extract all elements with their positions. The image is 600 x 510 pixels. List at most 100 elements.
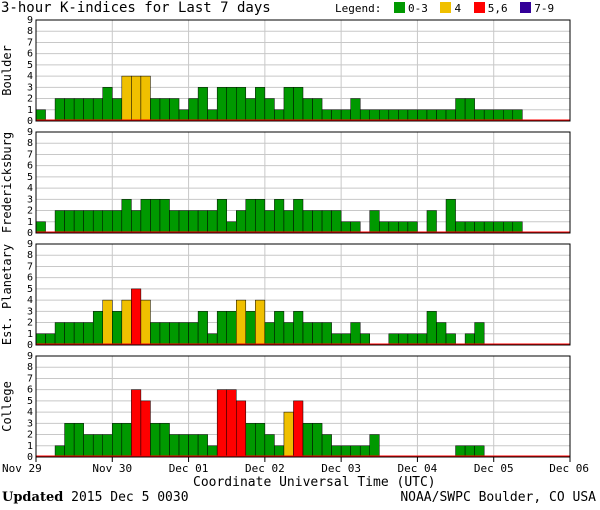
y-tick-label: 5 — [27, 60, 33, 71]
k-index-bar — [436, 322, 447, 346]
y-tick-label: 8 — [27, 362, 33, 373]
k-index-bar — [255, 299, 266, 346]
k-index-bar — [255, 423, 266, 458]
k-index-bar — [102, 87, 113, 122]
k-index-bar — [92, 311, 104, 346]
k-index-bar — [169, 210, 180, 234]
k-index-bar — [464, 333, 475, 346]
k-index-bar — [302, 322, 313, 346]
k-index-bar — [493, 109, 504, 122]
y-tick-label: 3 — [27, 306, 33, 317]
k-index-bar — [464, 445, 475, 458]
k-index-bar — [379, 109, 390, 122]
page-title: 3-hour K-indices for Last 7 days — [1, 0, 271, 16]
updated-timestamp: Updated 2015 Dec 5 0030 — [2, 490, 189, 505]
y-tick-label: 3 — [27, 418, 33, 429]
legend-swatch-7-9 — [520, 2, 532, 13]
k-index-bar — [331, 109, 342, 122]
k-index-bar — [83, 98, 94, 122]
updated-label: Updated — [2, 490, 64, 505]
k-index-bar — [131, 288, 142, 346]
k-index-bar — [226, 389, 237, 458]
k-index-bar — [73, 423, 84, 458]
y-tick-label: 8 — [27, 250, 33, 261]
k-index-bar — [274, 311, 285, 346]
k-index-bar — [159, 322, 170, 346]
y-tick-label: 0 — [27, 116, 33, 127]
k-index-bar — [407, 109, 418, 122]
k-index-bar — [331, 333, 342, 346]
k-index-bar — [312, 210, 323, 234]
panel-frame — [35, 355, 571, 458]
k-index-bar — [512, 109, 523, 122]
k-index-bar — [503, 109, 514, 122]
k-index-bar — [464, 98, 475, 122]
panel-frame — [35, 131, 571, 234]
k-index-bar — [169, 434, 180, 458]
legend-text-4: 4 — [454, 2, 462, 15]
k-index-bar — [64, 98, 75, 122]
k-index-bar — [274, 199, 285, 234]
legend: Legend: 0-3 4 5,6 7-9 — [335, 2, 554, 15]
k-index-bar — [474, 221, 485, 234]
k-index-bar — [255, 87, 266, 122]
k-index-bar — [340, 221, 351, 234]
k-index-bar — [54, 322, 65, 346]
k-index-bar — [159, 98, 170, 122]
y-tick-label: 1 — [27, 441, 33, 452]
k-index-bar — [54, 445, 65, 458]
k-index-bar — [359, 445, 371, 458]
k-index-bar — [73, 210, 84, 234]
y-tick-label: 3 — [27, 82, 33, 93]
k-index-bar — [54, 210, 65, 234]
k-index-bar — [483, 221, 494, 234]
y-tick-label: 7 — [27, 373, 33, 384]
k-index-bar — [464, 221, 475, 234]
y-tick-label: 9 — [27, 15, 33, 26]
legend-label: Legend: — [335, 2, 382, 15]
k-index-bar — [197, 434, 208, 458]
updated-time: 2015 Dec 5 0030 — [71, 490, 189, 505]
k-index-bar — [169, 322, 180, 346]
k-index-bar — [112, 423, 123, 458]
k-index-bar — [283, 322, 294, 346]
y-tick-label: 0 — [27, 340, 33, 351]
plot-area: 0123456789Boulder0123456789Fredericksbur… — [0, 15, 589, 475]
k-index-bar — [302, 210, 313, 234]
x-tick-label: Dec 02 — [245, 462, 285, 475]
k-index-bar — [417, 109, 428, 122]
k-index-bar — [140, 400, 151, 458]
k-index-bar — [436, 109, 447, 122]
k-index-bar — [64, 322, 75, 346]
source-credit: NOAA/SWPC Boulder, CO USA — [400, 490, 596, 505]
panel-label: College — [0, 381, 14, 432]
k-index-bar — [293, 311, 304, 346]
k-index-bar — [369, 210, 380, 234]
k-index-bar — [302, 423, 313, 458]
k-index-bar — [245, 423, 256, 458]
k-index-bar — [426, 311, 437, 346]
y-tick-label: 6 — [27, 49, 33, 60]
panel-frame — [35, 243, 571, 346]
k-index-bar — [274, 445, 285, 458]
legend-swatch-5-6 — [473, 2, 485, 13]
k-index-bar — [121, 423, 132, 458]
k-index-bar — [207, 109, 218, 122]
y-tick-label: 5 — [27, 396, 33, 407]
x-tick-label: Dec 05 — [474, 462, 514, 475]
k-index-bar — [150, 98, 161, 122]
k-index-bar — [283, 87, 294, 122]
legend-swatch-0-3 — [393, 2, 405, 13]
k-index-bar — [216, 199, 227, 234]
k-index-bar — [92, 98, 104, 122]
k-index-bar — [350, 98, 361, 122]
k-index-bar — [493, 221, 504, 234]
k-index-bar — [340, 333, 351, 346]
y-tick-label: 7 — [27, 37, 33, 48]
k-index-bar — [264, 434, 275, 458]
x-tick-label: Dec 06 — [549, 462, 589, 475]
k-index-bar — [35, 109, 46, 122]
y-tick-label: 2 — [27, 318, 33, 329]
k-index-bar — [350, 322, 361, 346]
k-index-bar — [455, 98, 466, 122]
